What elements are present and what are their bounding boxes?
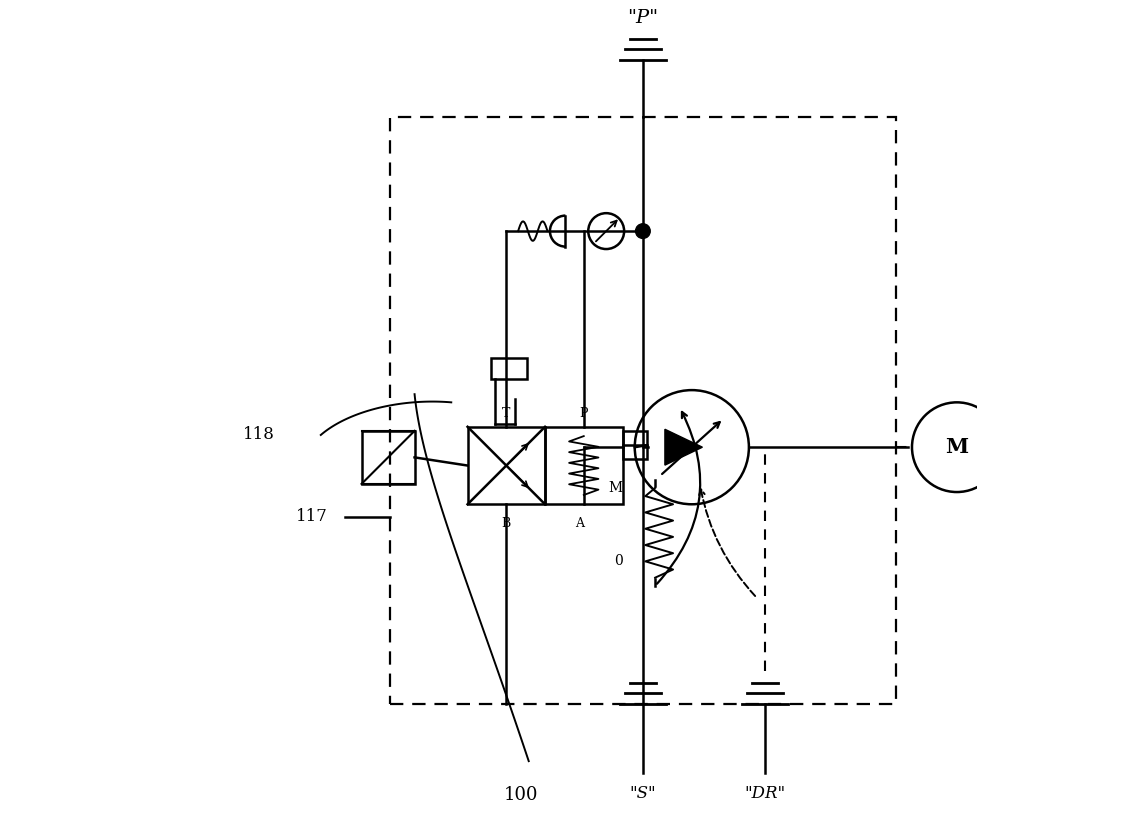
Bar: [491, 358, 527, 378]
Text: A: A: [575, 516, 584, 530]
Text: P: P: [580, 407, 588, 420]
Text: M: M: [608, 481, 623, 495]
Text: B: B: [501, 516, 511, 530]
Polygon shape: [665, 429, 703, 466]
Text: 117: 117: [296, 508, 328, 525]
Bar: [468, 427, 546, 504]
Circle shape: [636, 224, 650, 238]
Text: "DR": "DR": [745, 785, 786, 802]
Text: 100: 100: [503, 786, 538, 804]
Bar: [623, 431, 647, 460]
Bar: [390, 117, 895, 704]
Text: "S": "S": [630, 785, 656, 802]
Text: M: M: [945, 438, 968, 457]
Bar: [361, 431, 415, 484]
Text: 0: 0: [614, 554, 623, 568]
Text: "P": "P": [628, 9, 658, 27]
Text: T: T: [502, 407, 510, 420]
Bar: [546, 427, 623, 504]
Text: 118: 118: [244, 426, 276, 443]
